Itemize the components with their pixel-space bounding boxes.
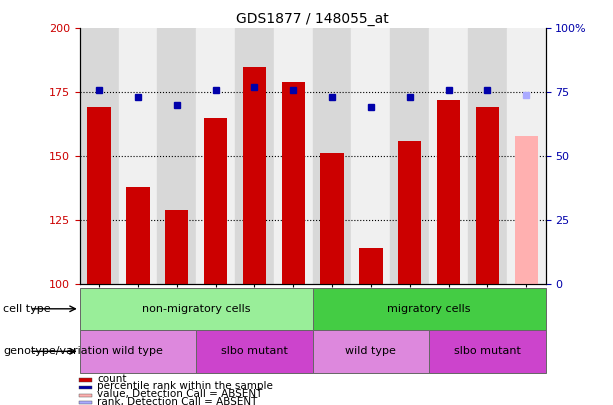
Text: non-migratory cells: non-migratory cells (142, 304, 250, 314)
Bar (313, 28, 351, 283)
Bar (476, 107, 499, 284)
Bar (196, 330, 313, 373)
Bar (274, 28, 313, 283)
Bar (429, 330, 546, 373)
Bar (204, 117, 227, 284)
Bar (78, 378, 92, 382)
Bar (321, 153, 344, 284)
Bar (429, 28, 468, 283)
Text: wild type: wild type (113, 346, 163, 356)
Bar (118, 28, 158, 283)
Bar (507, 28, 546, 283)
Title: GDS1877 / 148055_at: GDS1877 / 148055_at (236, 12, 389, 26)
Bar (281, 82, 305, 284)
Bar (80, 28, 118, 283)
Text: count: count (97, 374, 126, 384)
Bar (78, 386, 92, 389)
Text: genotype/variation: genotype/variation (3, 346, 109, 356)
Bar (359, 248, 383, 284)
Text: slbo mutant: slbo mutant (454, 346, 521, 356)
Text: cell type: cell type (3, 304, 51, 314)
Bar (78, 394, 92, 397)
Bar (351, 28, 390, 283)
Text: migratory cells: migratory cells (387, 304, 471, 314)
Bar (88, 107, 111, 284)
Bar (243, 66, 266, 283)
Bar (313, 288, 546, 330)
Text: slbo mutant: slbo mutant (221, 346, 288, 356)
Bar (126, 187, 150, 284)
Bar (398, 141, 421, 284)
Bar (437, 100, 460, 284)
Text: percentile rank within the sample: percentile rank within the sample (97, 382, 273, 392)
Bar (196, 28, 235, 283)
Text: rank, Detection Call = ABSENT: rank, Detection Call = ABSENT (97, 396, 257, 405)
Bar (390, 28, 429, 283)
Bar (165, 209, 188, 284)
Bar (80, 330, 196, 373)
Bar (313, 330, 429, 373)
Bar (80, 288, 313, 330)
Bar (468, 28, 507, 283)
Bar (514, 136, 538, 284)
Bar (78, 401, 92, 404)
Bar (235, 28, 274, 283)
Bar (158, 28, 196, 283)
Text: value, Detection Call = ABSENT: value, Detection Call = ABSENT (97, 389, 262, 399)
Text: wild type: wild type (346, 346, 396, 356)
